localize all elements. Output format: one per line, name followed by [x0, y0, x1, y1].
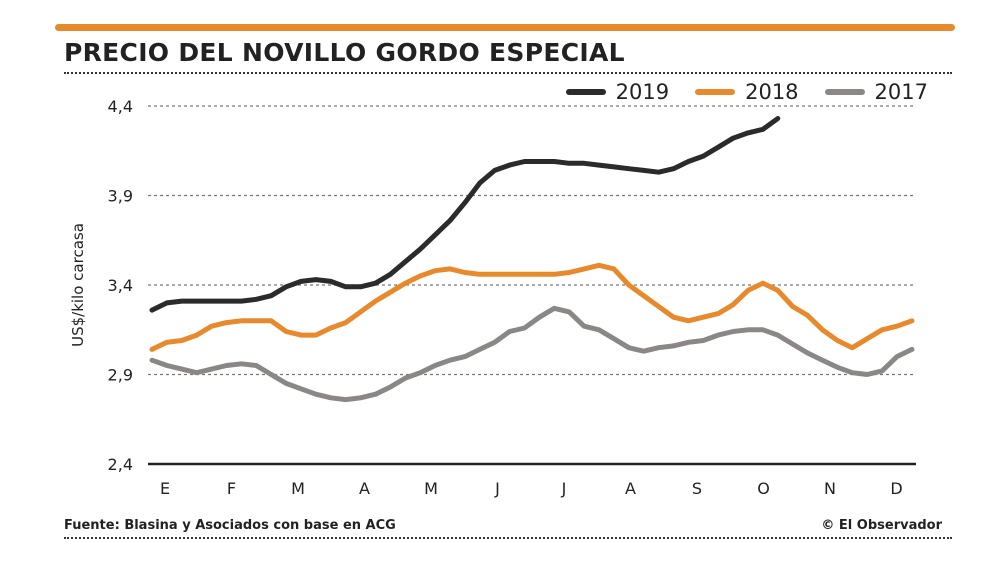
- legend-item-2018: 2018: [695, 80, 799, 104]
- x-tick-label: M: [291, 479, 305, 498]
- legend-swatch: [695, 89, 736, 95]
- x-tick-label: J: [494, 479, 500, 498]
- x-tick-label: O: [757, 479, 770, 498]
- x-tick-label: E: [160, 479, 170, 498]
- legend-label: 2017: [874, 80, 928, 104]
- y-tick-label: 2,4: [108, 455, 133, 474]
- x-tick-label: J: [561, 479, 567, 498]
- series-line-2017: [149, 305, 915, 403]
- x-tick-label: M: [424, 479, 438, 498]
- y-tick-label: 4,4: [108, 97, 133, 116]
- x-tick-label: N: [824, 479, 836, 498]
- legend-item-2019: 2019: [565, 80, 670, 104]
- series-line-2018: [149, 262, 915, 352]
- legend-item-2017: 2017: [824, 80, 928, 104]
- legend-swatch: [565, 89, 606, 95]
- legend-label: 2019: [615, 80, 670, 104]
- title-divider: [64, 72, 952, 74]
- y-tick-label: 3,9: [108, 187, 133, 206]
- legend-label: 2018: [745, 80, 799, 104]
- chart-title: PRECIO DEL NOVILLO GORDO ESPECIAL: [64, 38, 625, 67]
- y-tick-label: 3,4: [108, 276, 133, 295]
- credit: © El Observador: [821, 518, 942, 533]
- accent-bar: [55, 24, 955, 31]
- x-tick-label: D: [890, 479, 902, 498]
- x-tick-label: F: [227, 479, 236, 498]
- y-axis-label: US$/kilo carcasa: [69, 223, 87, 347]
- series-line-2019: [149, 116, 781, 313]
- y-tick-label: 2,9: [108, 366, 133, 385]
- legend-swatch: [824, 89, 865, 95]
- x-tick-label: A: [625, 479, 636, 498]
- source-note: Fuente: Blasina y Asociados con base en …: [64, 518, 396, 533]
- x-tick-label: A: [359, 479, 370, 498]
- footer-divider: [64, 537, 952, 539]
- x-tick-label: S: [692, 479, 702, 498]
- legend: 2019 2018 2017: [565, 80, 928, 104]
